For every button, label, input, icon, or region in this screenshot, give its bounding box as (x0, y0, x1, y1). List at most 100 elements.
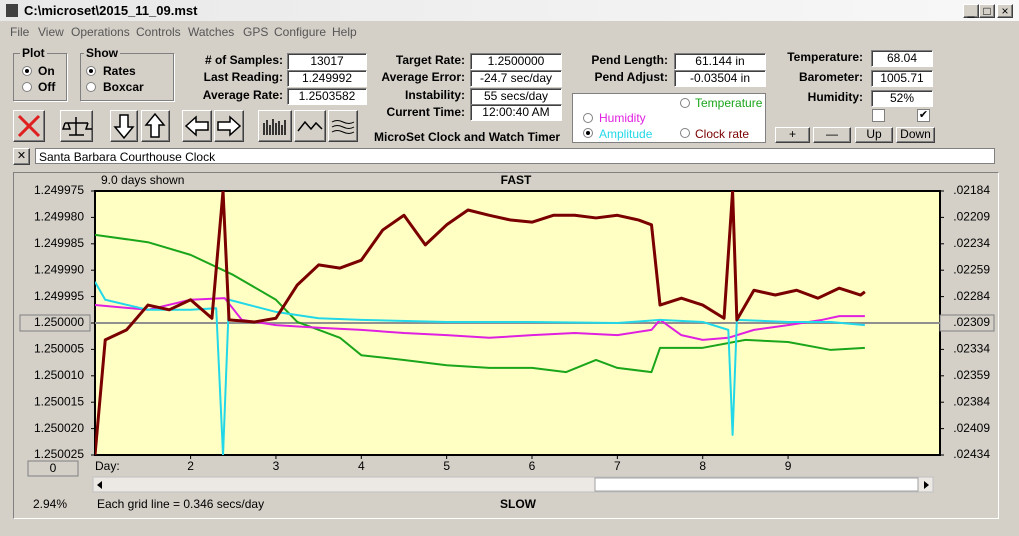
field-value: -24.7 sec/day (470, 70, 562, 87)
offset-button-label[interactable]: 0 (50, 461, 57, 475)
menu-item[interactable]: Help (332, 25, 357, 39)
button[interactable]: + (775, 127, 810, 143)
field-label: Instability: (404, 88, 465, 102)
watch-name[interactable]: Santa Barbara Courthouse Clock (35, 148, 995, 164)
bars-button[interactable] (258, 110, 292, 142)
maximize-button[interactable]: □ (979, 4, 995, 18)
field-value: 52% (871, 90, 933, 107)
y-tick-label: 1.249975 (34, 183, 84, 197)
down-arrow-button[interactable] (110, 110, 138, 142)
smooth-button[interactable] (328, 110, 358, 142)
menu-item[interactable]: Controls (136, 25, 181, 39)
icon (263, 119, 286, 135)
radio[interactable] (22, 66, 32, 76)
icon (217, 115, 242, 137)
field-label: Last Reading: (203, 70, 283, 84)
y-tick-label: 1.249990 (34, 262, 84, 276)
y2-tick-label: .02309 (953, 315, 990, 329)
radio[interactable] (86, 66, 96, 76)
y-tick-label: 1.250025 (34, 447, 84, 461)
field-value: 12:00:40 AM (470, 104, 562, 121)
radio[interactable] (680, 98, 690, 108)
field-value: 1.2503582 (287, 88, 367, 105)
field-label: Temperature: (787, 50, 863, 64)
x-tick-label: 9 (785, 459, 792, 473)
y2-tick-label: .02434 (953, 447, 990, 461)
icon (61, 117, 92, 136)
menu-item[interactable]: Watches (188, 25, 235, 39)
group-title: Show (84, 46, 120, 60)
y2-tick-label: .02184 (953, 183, 990, 197)
y2-tick-label: .02209 (953, 210, 990, 224)
y-tick-label: 1.250000 (34, 315, 84, 329)
y-tick-button (19, 314, 91, 332)
y-tick-label: 1.249985 (34, 236, 84, 250)
radio[interactable] (583, 128, 593, 138)
y-tick-label: 1.250015 (34, 394, 84, 408)
button[interactable]: Down (896, 127, 935, 143)
app-name: MicroSet Clock and Watch Timer (374, 130, 561, 144)
balance-button[interactable] (60, 110, 93, 142)
menu-item[interactable]: Configure (274, 25, 327, 39)
scroll-thumb[interactable] (594, 477, 919, 492)
legend-label[interactable]: Amplitude (599, 127, 653, 141)
minimize-button[interactable]: _ (963, 4, 979, 18)
stop-button[interactable] (13, 110, 45, 142)
up-arrow-button[interactable] (141, 110, 170, 142)
field-value: 68.04 (871, 50, 933, 67)
clear-button[interactable]: ✕ (13, 148, 30, 165)
radio[interactable] (680, 128, 690, 138)
legend-label[interactable]: Clock rate (695, 127, 750, 141)
offset-button[interactable] (27, 460, 79, 477)
radio-label[interactable]: Boxcar (103, 80, 144, 94)
radio[interactable] (22, 82, 32, 92)
field-label: Pend Length: (591, 53, 668, 67)
series-line (95, 281, 865, 455)
series-line (95, 297, 865, 341)
radio-label[interactable]: Rates (103, 64, 136, 78)
y2-tick-label: .02234 (953, 236, 990, 250)
icon (144, 112, 166, 138)
radio-label[interactable]: Off (38, 80, 56, 94)
x-tick-label: 7 (614, 459, 621, 473)
app-icon (6, 4, 18, 17)
field-value: 1.2500000 (470, 53, 562, 70)
y2-tick-button (939, 314, 995, 332)
left-arrow-button[interactable] (182, 110, 212, 142)
wave-button[interactable] (294, 110, 326, 142)
field-label: # of Samples: (204, 53, 283, 67)
menu-item[interactable]: GPS (243, 25, 269, 39)
grid-note: Each grid line = 0.346 secs/day (97, 497, 264, 511)
menu-item[interactable]: View (38, 25, 64, 39)
trace-selector: Temperature Humidity Amplitude Clock rat… (572, 93, 766, 143)
legend-label[interactable]: Temperature (695, 96, 763, 110)
field-label: Humidity: (807, 90, 863, 104)
radio-label[interactable]: On (38, 64, 55, 78)
icon (184, 115, 209, 137)
checkbox[interactable]: ✔ (917, 109, 930, 122)
y2-tick-label: .02334 (953, 342, 990, 356)
icon (17, 114, 41, 138)
fast-label: FAST (501, 173, 532, 187)
checkbox[interactable] (872, 109, 885, 122)
x-tick-label: 3 (273, 459, 280, 473)
menu-item[interactable]: Operations (71, 25, 130, 39)
x-tick-label: 4 (358, 459, 365, 473)
y2-tick-label: .02384 (953, 394, 990, 408)
radio[interactable] (583, 113, 593, 123)
y-tick-label: 1.249995 (34, 289, 84, 303)
x-axis-label: Day: (95, 459, 120, 473)
radio[interactable] (86, 82, 96, 92)
y2-tick-label: .02359 (953, 368, 990, 382)
icon (297, 120, 323, 132)
slow-label: SLOW (500, 497, 537, 511)
menu-item[interactable]: File (10, 25, 30, 39)
close-button[interactable]: × (997, 4, 1013, 18)
y-tick-label: 1.250010 (34, 368, 84, 382)
button[interactable]: Up (855, 127, 893, 143)
right-arrow-button[interactable] (214, 110, 244, 142)
legend-label[interactable]: Humidity (599, 111, 646, 125)
y-tick-label: 1.249980 (34, 210, 84, 224)
button[interactable]: — (813, 127, 851, 143)
